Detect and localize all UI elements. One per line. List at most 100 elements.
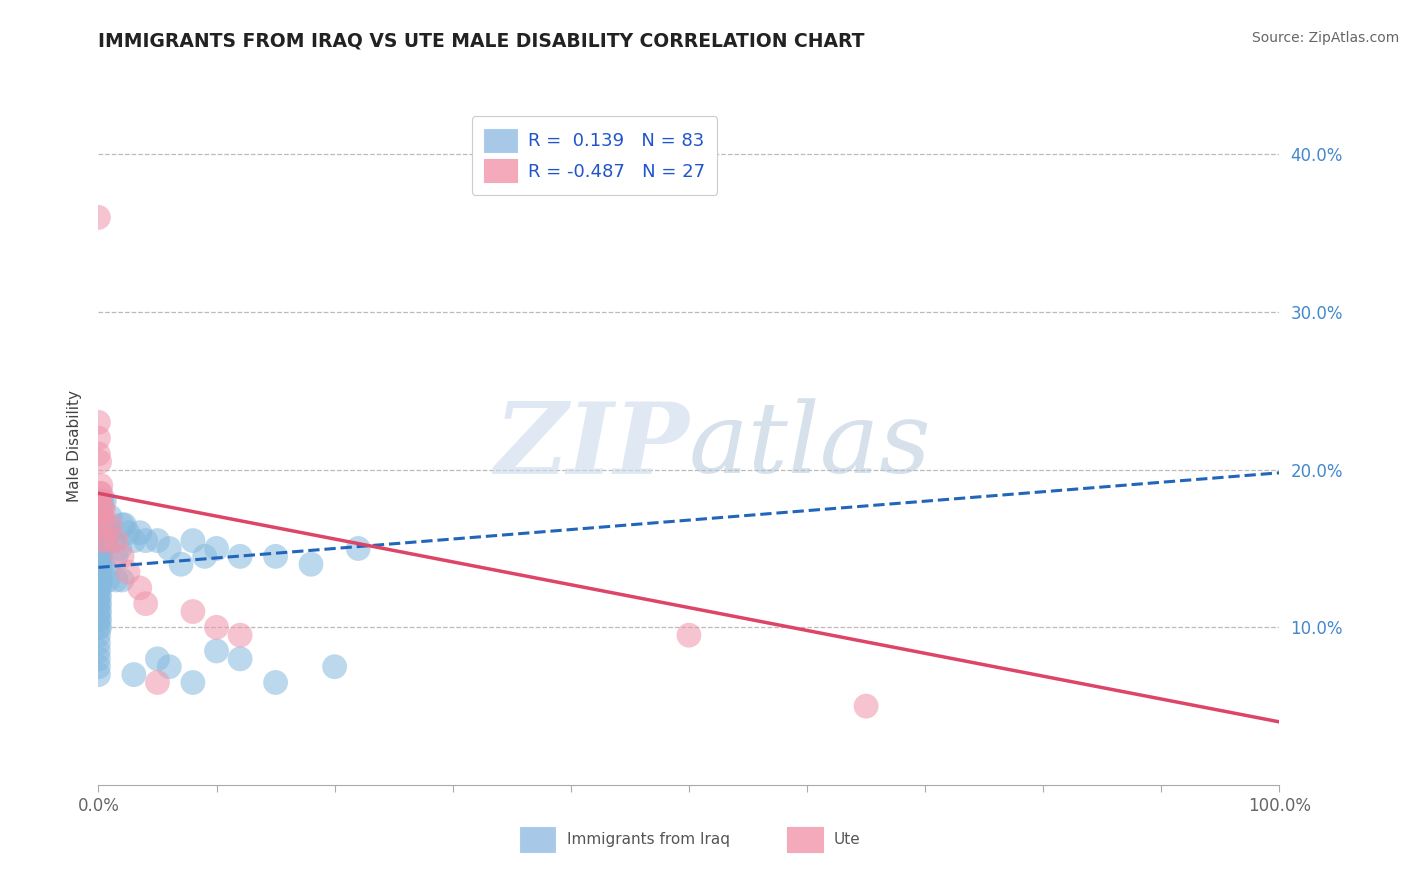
- Point: [93, 494, 115, 508]
- Point: [87, 605, 110, 619]
- Point: [87, 652, 110, 666]
- Text: ZIP: ZIP: [494, 398, 689, 494]
- Point: [89, 549, 111, 564]
- Point: [91, 533, 114, 548]
- Point: [87, 581, 110, 595]
- Point: [87, 549, 110, 564]
- Point: [90, 558, 112, 572]
- Point: [90, 533, 112, 548]
- Point: [128, 581, 150, 595]
- Point: [117, 565, 139, 579]
- Point: [89, 558, 111, 572]
- Point: [229, 628, 252, 642]
- Point: [89, 573, 111, 587]
- Point: [87, 573, 110, 587]
- Point: [98, 510, 121, 524]
- Point: [87, 510, 110, 524]
- Point: [87, 597, 110, 611]
- Point: [678, 628, 700, 642]
- Point: [90, 486, 112, 500]
- Point: [157, 659, 180, 673]
- Point: [89, 486, 111, 500]
- Point: [89, 589, 111, 603]
- Point: [89, 620, 111, 634]
- Point: [181, 533, 204, 548]
- Point: [111, 549, 134, 564]
- Text: atlas: atlas: [689, 399, 932, 493]
- Point: [87, 620, 110, 634]
- Text: IMMIGRANTS FROM IRAQ VS UTE MALE DISABILITY CORRELATION CHART: IMMIGRANTS FROM IRAQ VS UTE MALE DISABIL…: [98, 31, 865, 50]
- Point: [87, 558, 110, 572]
- Point: [91, 558, 114, 572]
- Point: [89, 565, 111, 579]
- Point: [87, 612, 110, 626]
- Point: [105, 533, 128, 548]
- Point: [855, 699, 877, 714]
- Point: [111, 517, 134, 532]
- Point: [181, 605, 204, 619]
- Point: [108, 541, 131, 556]
- Point: [90, 510, 112, 524]
- Point: [91, 525, 114, 540]
- Point: [205, 620, 228, 634]
- Y-axis label: Male Disability: Male Disability: [66, 390, 82, 502]
- Point: [87, 415, 110, 429]
- Point: [98, 517, 121, 532]
- Point: [89, 597, 111, 611]
- Point: [91, 510, 114, 524]
- Point: [135, 597, 157, 611]
- Point: [90, 541, 112, 556]
- Point: [87, 211, 110, 225]
- Point: [111, 573, 134, 587]
- Point: [87, 589, 110, 603]
- Point: [87, 533, 110, 548]
- Point: [90, 525, 112, 540]
- Point: [105, 549, 128, 564]
- Point: [93, 525, 115, 540]
- Point: [323, 659, 346, 673]
- Text: Ute: Ute: [834, 832, 860, 847]
- Text: Source: ZipAtlas.com: Source: ZipAtlas.com: [1251, 31, 1399, 45]
- Point: [105, 573, 128, 587]
- Point: [89, 525, 111, 540]
- Point: [264, 675, 287, 690]
- Point: [87, 659, 110, 673]
- Point: [146, 652, 169, 666]
- Point: [181, 675, 204, 690]
- Point: [97, 573, 120, 587]
- Point: [117, 525, 139, 540]
- Point: [89, 502, 111, 516]
- Point: [91, 510, 114, 524]
- Point: [87, 565, 110, 579]
- Point: [91, 533, 114, 548]
- Point: [91, 502, 114, 516]
- Point: [91, 494, 114, 508]
- Point: [90, 549, 112, 564]
- Point: [264, 549, 287, 564]
- Point: [122, 533, 145, 548]
- Point: [87, 644, 110, 658]
- Point: [122, 667, 145, 681]
- Point: [87, 541, 110, 556]
- Point: [91, 517, 114, 532]
- Point: [194, 549, 217, 564]
- Point: [87, 431, 110, 445]
- Text: Immigrants from Iraq: Immigrants from Iraq: [567, 832, 730, 847]
- Point: [89, 541, 111, 556]
- Point: [87, 628, 110, 642]
- Point: [89, 605, 111, 619]
- Point: [347, 541, 370, 556]
- Point: [146, 533, 169, 548]
- Point: [87, 525, 110, 540]
- Point: [89, 581, 111, 595]
- Point: [89, 510, 111, 524]
- Point: [146, 675, 169, 690]
- Point: [91, 502, 114, 516]
- Point: [157, 541, 180, 556]
- Point: [96, 533, 118, 548]
- Point: [96, 533, 118, 548]
- Point: [205, 541, 228, 556]
- Point: [101, 533, 124, 548]
- Point: [112, 517, 135, 532]
- Legend: R =  0.139   N = 83, R = -0.487   N = 27: R = 0.139 N = 83, R = -0.487 N = 27: [471, 116, 717, 195]
